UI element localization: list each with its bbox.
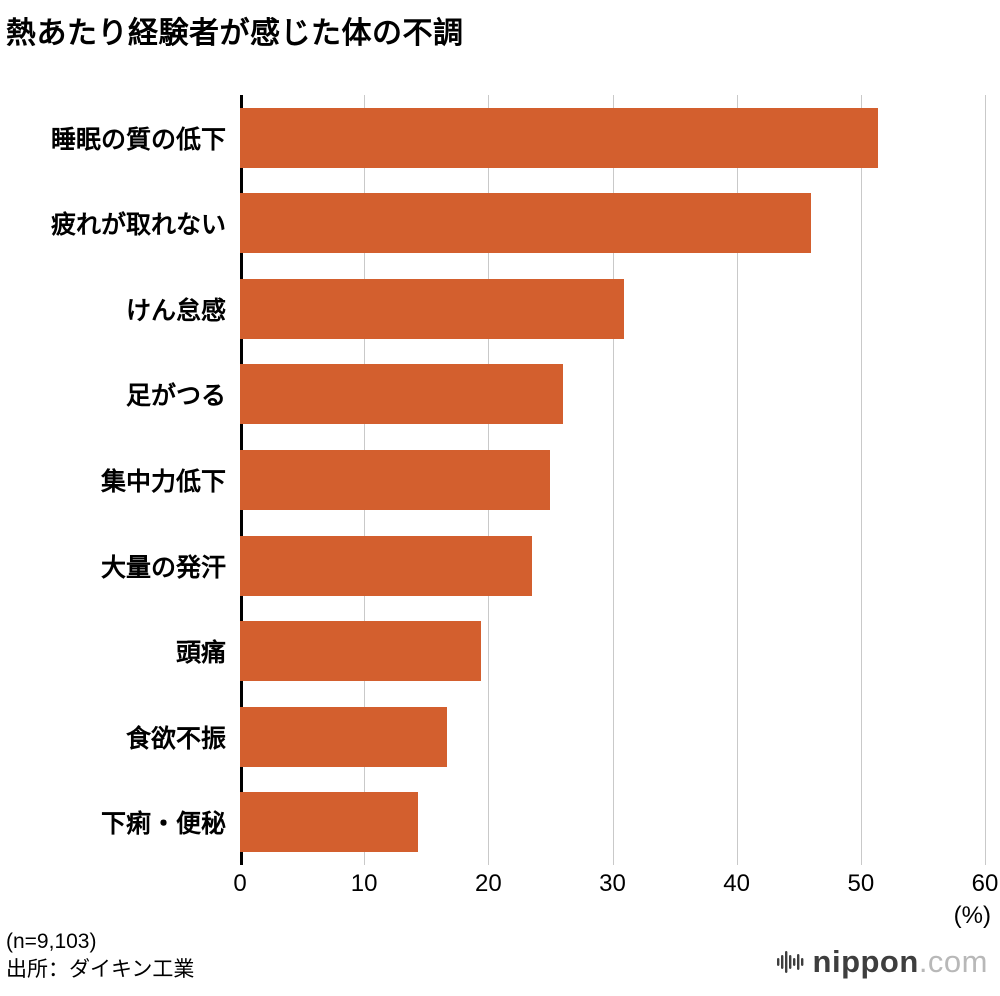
category-label: 大量の発汗 [100,553,226,582]
bar-row [240,608,985,694]
bar [240,193,812,254]
bar [240,706,448,767]
x-tick-label: 0 [233,870,247,897]
bar-row [240,523,985,609]
sample-size: (n=9,103) [6,930,97,953]
bars-layer [240,95,985,865]
source-note: 出所：ダイキン工業 [6,958,195,982]
gridline [736,95,738,865]
bar [240,621,481,682]
category-label: 集中力低下 [100,468,226,497]
bar-chart: 睡眠の質の低下 疲れが取れないけん怠感足がつる集中力低下大量の発汗頭痛食欲不振下痢… [0,95,1000,865]
bar [240,450,551,511]
bar [240,792,418,853]
category-label: けん怠感 [125,296,226,325]
logo-name: nippon [812,944,919,979]
bar [240,535,532,596]
bar-row [240,352,985,438]
category-label: 下痢・便秘 [100,810,226,839]
category-label: 足がつる [125,382,226,411]
chart-title: 熱あたり経験者が感じた体の不調 [6,17,464,50]
category-label: 睡眠の質の低下 [50,125,226,154]
x-tick-label: 30 [599,870,626,897]
x-tick-label: 60 [971,870,999,897]
x-tick-label: 50 [847,870,875,897]
x-axis-ticks: (%) 0 10 20 30 40 50 60 [233,870,998,930]
x-tick-label: 10 [350,870,378,897]
category-label: 頭痛 [175,639,226,668]
category-labels: 睡眠の質の低下 疲れが取れないけん怠感足がつる集中力低下大量の発汗頭痛食欲不振下痢… [0,95,240,865]
bar-row [240,181,985,267]
gridline [985,95,986,865]
x-tick-label: 40 [723,870,751,897]
plot-area [240,95,986,865]
unit-label: (%) [953,902,991,929]
category-label: 食欲不振 [125,724,226,753]
gridline [612,95,614,865]
logo-text: nippon.com [813,944,988,980]
footnote: (n=9,103) 出所：ダイキン工業 [6,928,194,985]
nippon-com-logo: nippon.com [776,944,988,980]
logo-tld: .com [918,944,988,979]
bar [240,107,879,168]
bar-row [240,266,985,352]
gridline [860,95,862,865]
soundwave-icon [776,947,806,977]
bar [240,364,563,425]
bar-row [240,694,985,780]
bar-row [240,780,985,866]
bar [240,278,624,339]
x-tick-label: 20 [474,870,502,897]
bar-row [240,95,985,181]
bar-row [240,437,985,523]
category-label: 疲れが取れない [50,211,226,240]
